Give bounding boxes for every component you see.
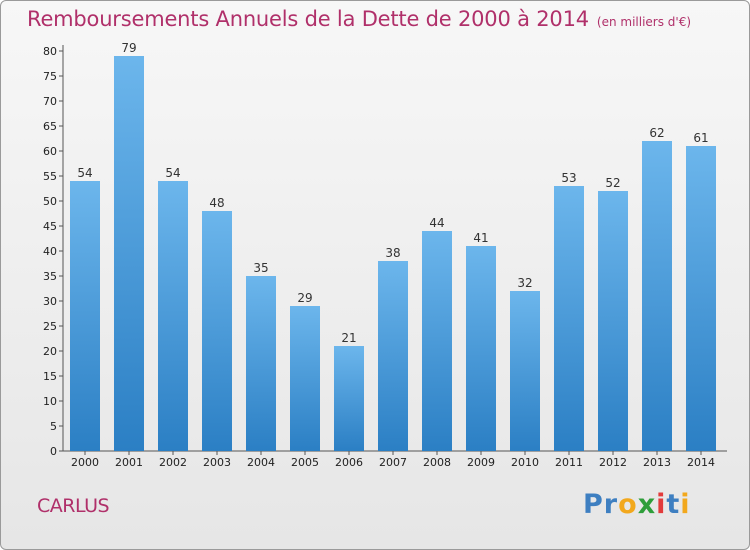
bar-2000 — [70, 181, 100, 451]
bar-value-label: 54 — [77, 166, 92, 180]
bar-value-label: 32 — [517, 276, 532, 290]
x-tick-label: 2003 — [203, 456, 231, 469]
logo-letter: t — [666, 489, 681, 520]
bar-2010 — [510, 291, 540, 451]
x-tick-label: 2013 — [643, 456, 671, 469]
bar-value-label: 54 — [165, 166, 180, 180]
y-tick-label: 35 — [43, 270, 57, 283]
bar-value-label: 61 — [693, 131, 708, 145]
bar-2008 — [422, 231, 452, 451]
bar-2004 — [246, 276, 276, 451]
x-tick-label: 2010 — [511, 456, 539, 469]
y-tick-label: 0 — [50, 445, 57, 458]
chart-labels: 54 2000 79 2001 54 2002 48 2003 35 2004 29 2005 21 20… — [71, 41, 715, 469]
y-tick-label: 25 — [43, 320, 57, 333]
bar-value-label: 21 — [341, 331, 356, 345]
y-tick-label: 45 — [43, 220, 57, 233]
y-tick-label: 10 — [43, 395, 57, 408]
y-tick-label: 70 — [43, 95, 57, 108]
bar-2003 — [202, 211, 232, 451]
logo-letter: i — [656, 489, 667, 520]
y-tick-label: 80 — [43, 45, 57, 58]
logo-letter: P — [583, 489, 604, 520]
chart-bars — [70, 56, 716, 451]
y-tick-label: 55 — [43, 170, 57, 183]
bar-2002 — [158, 181, 188, 451]
bar-value-label: 29 — [297, 291, 312, 305]
y-tick-label: 75 — [43, 70, 57, 83]
bar-2007 — [378, 261, 408, 451]
bar-2014 — [686, 146, 716, 451]
bar-2012 — [598, 191, 628, 451]
bar-2006 — [334, 346, 364, 451]
bar-value-label: 79 — [121, 41, 136, 55]
y-tick-label: 15 — [43, 370, 57, 383]
x-tick-label: 2009 — [467, 456, 495, 469]
bar-value-label: 38 — [385, 246, 400, 260]
proxiti-logo: Proxiti — [583, 489, 691, 520]
x-tick-label: 2011 — [555, 456, 583, 469]
bar-value-label: 52 — [605, 176, 620, 190]
y-tick-label: 30 — [43, 295, 57, 308]
x-tick-label: 2005 — [291, 456, 319, 469]
chart-subtitle: (en milliers d'€) — [596, 15, 692, 29]
logo-letter: i — [680, 489, 691, 520]
bar-2009 — [466, 246, 496, 451]
x-tick-label: 2006 — [335, 456, 363, 469]
bar-value-label: 41 — [473, 231, 488, 245]
chart-axes: 0 5 10 15 20 25 30 35 40 45 50 55 60 65 70 75 80 — [43, 45, 727, 458]
bar-2013 — [642, 141, 672, 451]
y-tick-label: 5 — [50, 420, 57, 433]
bar-value-label: 44 — [429, 216, 444, 230]
bar-2005 — [290, 306, 320, 451]
bar-value-label: 53 — [561, 171, 576, 185]
x-tick-label: 2001 — [115, 456, 143, 469]
chart-title: Remboursements Annuels de la Dette de 20… — [27, 7, 691, 31]
x-tick-label: 2007 — [379, 456, 407, 469]
x-tick-label: 2004 — [247, 456, 275, 469]
x-tick-label: 2002 — [159, 456, 187, 469]
bar-2001 — [114, 56, 144, 451]
chart-title-text: Remboursements Annuels de la Dette de 20… — [27, 7, 589, 31]
logo-letter: x — [637, 489, 657, 520]
bar-value-label: 35 — [253, 261, 268, 275]
logo-letter: r — [603, 489, 619, 520]
y-tick-label: 20 — [43, 345, 57, 358]
y-tick-label: 60 — [43, 145, 57, 158]
y-tick-label: 40 — [43, 245, 57, 258]
logo-letter: o — [618, 489, 638, 520]
bar-value-label: 48 — [209, 196, 224, 210]
bar-value-label: 62 — [649, 126, 664, 140]
commune-name: CARLUS — [37, 495, 110, 517]
x-tick-label: 2008 — [423, 456, 451, 469]
y-tick-label: 65 — [43, 120, 57, 133]
x-tick-label: 2014 — [687, 456, 715, 469]
bar-2011 — [554, 186, 584, 451]
y-tick-label: 50 — [43, 195, 57, 208]
x-tick-label: 2012 — [599, 456, 627, 469]
x-tick-label: 2000 — [71, 456, 99, 469]
